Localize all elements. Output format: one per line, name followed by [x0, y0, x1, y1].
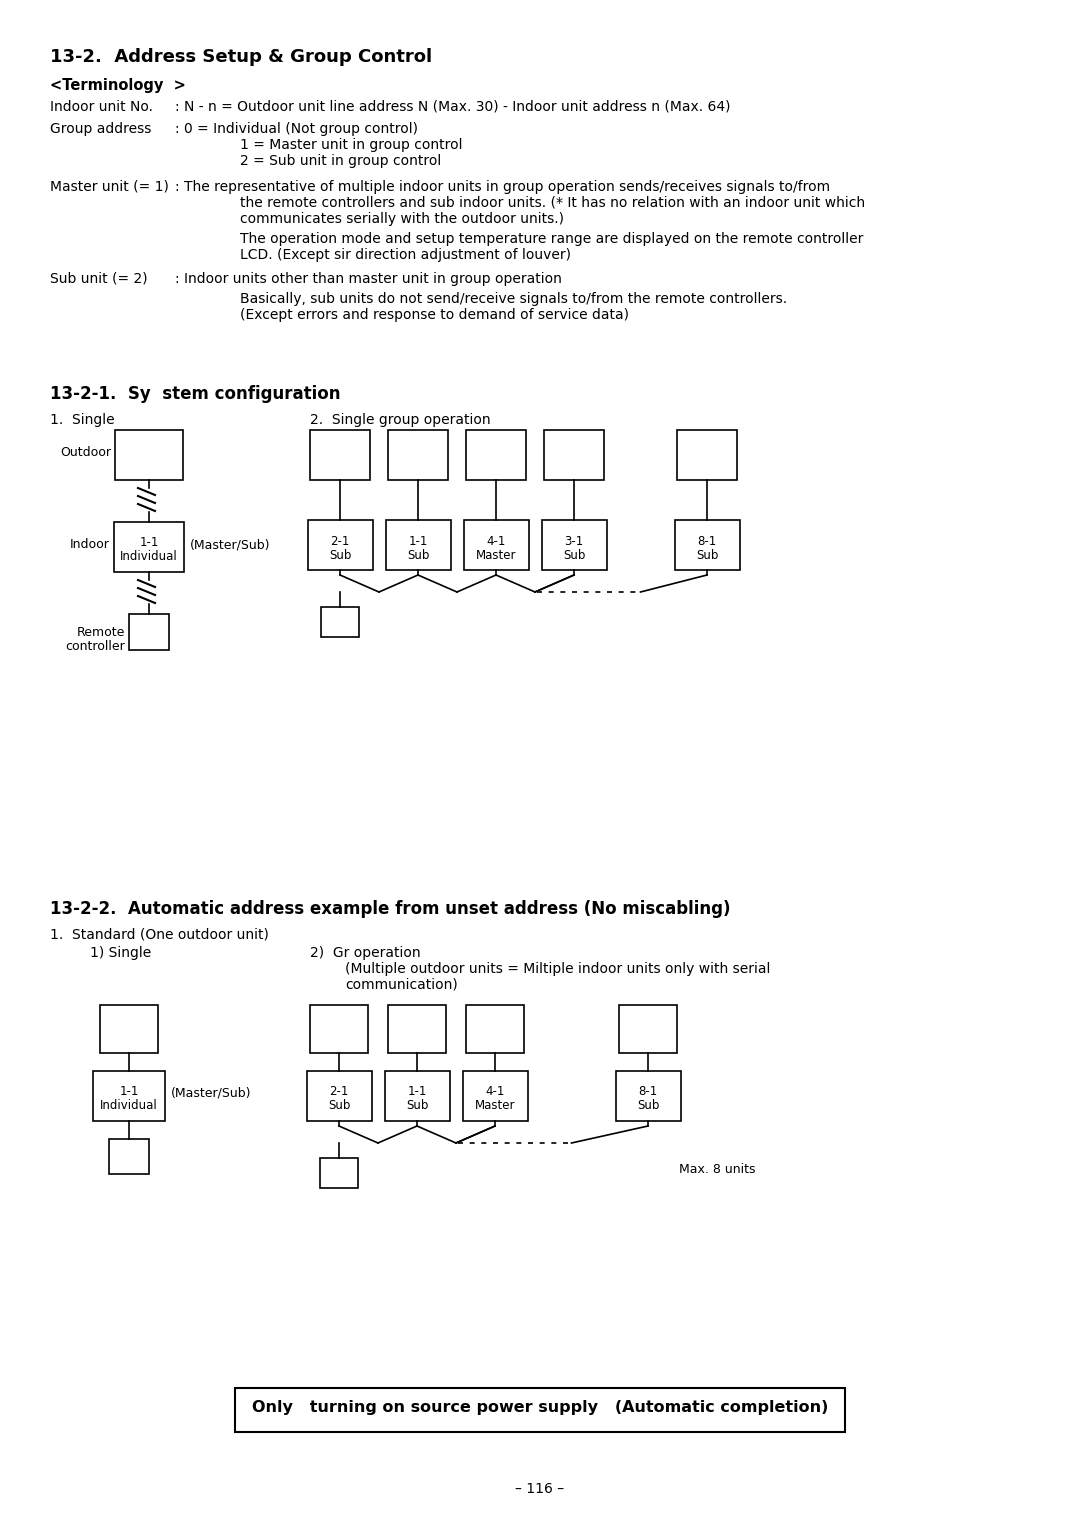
- Bar: [388, 430, 448, 480]
- Bar: [109, 1139, 149, 1174]
- Text: 1) Single: 1) Single: [90, 946, 151, 961]
- Bar: [463, 520, 528, 570]
- Text: 1-1: 1-1: [408, 535, 428, 547]
- Text: Individual: Individual: [120, 551, 178, 563]
- Bar: [320, 1157, 357, 1188]
- Text: : N - n = Outdoor unit line address N (Max. 30) - Indoor unit address n (Max. 64: : N - n = Outdoor unit line address N (M…: [175, 101, 730, 114]
- Text: : 0 = Individual (Not group control): : 0 = Individual (Not group control): [175, 122, 418, 136]
- Text: Indoor unit No.: Indoor unit No.: [50, 101, 153, 114]
- Text: Master: Master: [476, 549, 516, 563]
- Text: Only   turning on source power supply   (Automatic completion): Only turning on source power supply (Aut…: [252, 1400, 828, 1415]
- Text: Group address: Group address: [50, 122, 151, 136]
- Text: the remote controllers and sub indoor units. (* It has no relation with an indoo: the remote controllers and sub indoor un…: [240, 197, 865, 210]
- Text: 13-2.  Address Setup & Group Control: 13-2. Address Setup & Group Control: [50, 47, 432, 66]
- Bar: [310, 430, 370, 480]
- Bar: [616, 1071, 680, 1121]
- Text: Master unit (= 1): Master unit (= 1): [50, 180, 168, 194]
- Text: <Terminology  >: <Terminology >: [50, 78, 186, 93]
- Text: (Master/Sub): (Master/Sub): [171, 1087, 252, 1100]
- Text: Basically, sub units do not send/receive signals to/from the remote controllers.: Basically, sub units do not send/receive…: [240, 291, 787, 307]
- Bar: [308, 520, 373, 570]
- Text: 1-1: 1-1: [119, 1084, 138, 1098]
- Text: 2)  Gr operation: 2) Gr operation: [310, 946, 420, 961]
- Text: (Except errors and response to demand of service data): (Except errors and response to demand of…: [240, 308, 629, 322]
- Text: 4-1: 4-1: [486, 535, 505, 547]
- Text: Outdoor: Outdoor: [60, 445, 111, 459]
- Text: Sub: Sub: [637, 1100, 659, 1112]
- Text: Sub: Sub: [696, 549, 718, 563]
- Text: 3-1: 3-1: [565, 535, 583, 547]
- Bar: [100, 1005, 158, 1052]
- Text: 13-2-1.  Sy  stem configuration: 13-2-1. Sy stem configuration: [50, 384, 340, 403]
- Text: controller: controller: [65, 640, 125, 653]
- Bar: [462, 1071, 527, 1121]
- Bar: [129, 615, 168, 650]
- Bar: [384, 1071, 449, 1121]
- Text: (Master/Sub): (Master/Sub): [190, 538, 270, 551]
- Text: (Multiple outdoor units = Miltiple indoor units only with serial: (Multiple outdoor units = Miltiple indoo…: [345, 962, 770, 976]
- Text: 1-1: 1-1: [139, 535, 159, 549]
- Text: Sub unit (= 2): Sub unit (= 2): [50, 271, 148, 287]
- Bar: [93, 1071, 165, 1121]
- Text: : The representative of multiple indoor units in group operation sends/receives : : The representative of multiple indoor …: [175, 180, 831, 194]
- Bar: [114, 430, 183, 480]
- Text: 2-1: 2-1: [329, 1084, 349, 1098]
- Text: : Indoor units other than master unit in group operation: : Indoor units other than master unit in…: [175, 271, 562, 287]
- Text: 2.  Single group operation: 2. Single group operation: [310, 413, 490, 427]
- Text: 4-1: 4-1: [485, 1084, 504, 1098]
- Text: Sub: Sub: [563, 549, 585, 563]
- Text: communication): communication): [345, 978, 458, 991]
- Bar: [321, 607, 359, 637]
- Bar: [465, 1005, 524, 1052]
- Text: Indoor: Indoor: [70, 538, 110, 551]
- Bar: [544, 430, 604, 480]
- Text: 8-1: 8-1: [638, 1084, 658, 1098]
- Text: communicates serially with the outdoor units.): communicates serially with the outdoor u…: [240, 212, 564, 226]
- Text: 2 = Sub unit in group control: 2 = Sub unit in group control: [240, 154, 442, 168]
- Text: Master: Master: [475, 1100, 515, 1112]
- Text: 1.  Standard (One outdoor unit): 1. Standard (One outdoor unit): [50, 929, 269, 942]
- Bar: [386, 520, 450, 570]
- Text: 1 = Master unit in group control: 1 = Master unit in group control: [240, 137, 462, 152]
- Text: The operation mode and setup temperature range are displayed on the remote contr: The operation mode and setup temperature…: [240, 232, 863, 246]
- Text: 8-1: 8-1: [698, 535, 717, 547]
- Text: Max. 8 units: Max. 8 units: [679, 1164, 756, 1176]
- Text: – 116 –: – 116 –: [515, 1482, 565, 1496]
- Bar: [235, 1388, 845, 1432]
- Bar: [388, 1005, 446, 1052]
- Text: 1-1: 1-1: [407, 1084, 427, 1098]
- Text: Sub: Sub: [328, 1100, 350, 1112]
- Bar: [307, 1071, 372, 1121]
- Bar: [675, 520, 740, 570]
- Text: LCD. (Except sir direction adjustment of louver): LCD. (Except sir direction adjustment of…: [240, 249, 571, 262]
- Bar: [677, 430, 737, 480]
- Bar: [541, 520, 607, 570]
- Text: 13-2-2.  Automatic address example from unset address (No miscabling): 13-2-2. Automatic address example from u…: [50, 900, 730, 918]
- Text: Individual: Individual: [100, 1100, 158, 1112]
- Bar: [619, 1005, 677, 1052]
- Text: Sub: Sub: [328, 549, 351, 563]
- Text: Sub: Sub: [406, 1100, 428, 1112]
- Bar: [310, 1005, 368, 1052]
- Bar: [114, 522, 184, 572]
- Text: Sub: Sub: [407, 549, 429, 563]
- Text: 2-1: 2-1: [330, 535, 350, 547]
- Text: 1.  Single: 1. Single: [50, 413, 114, 427]
- Bar: [465, 430, 526, 480]
- Text: Remote: Remote: [77, 625, 125, 639]
